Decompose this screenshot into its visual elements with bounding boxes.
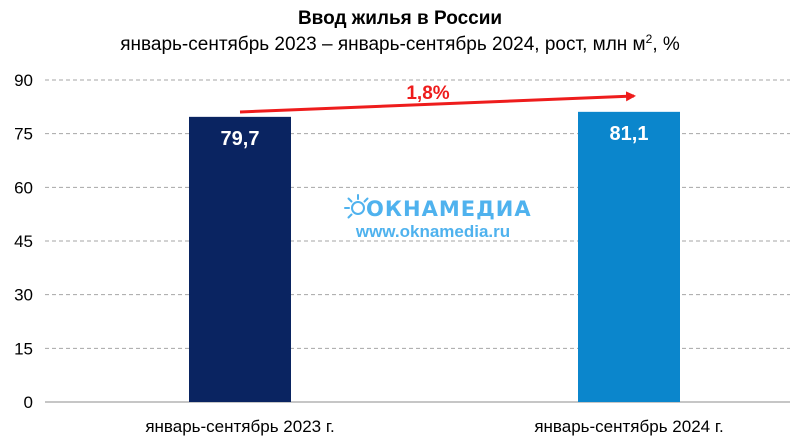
y-tick-label: 75 [14, 125, 33, 144]
x-tick-label: январь-сентябрь 2024 г. [534, 417, 723, 436]
subtitle-superscript: 2 [645, 32, 653, 46]
y-tick-label: 90 [14, 71, 33, 90]
x-axis-labels: январь-сентябрь 2023 г. январь-сентябрь 2… [145, 417, 723, 436]
bar-value-label: 81,1 [610, 123, 649, 145]
x-tick-label: январь-сентябрь 2023 г. [145, 417, 334, 436]
growth-label: 1,8% [406, 83, 449, 104]
bar [189, 116, 291, 403]
growth-annotation: 1,8% [239, 83, 636, 114]
bars: 79,7 81,1 [189, 111, 680, 403]
y-tick-label: 0 [24, 393, 33, 412]
chart-title: Ввод жилья в России [297, 8, 503, 29]
bar [578, 111, 680, 402]
y-tick-label: 60 [14, 178, 33, 197]
subtitle-tail: , % [652, 34, 680, 55]
subtitle-text: январь-сентябрь 2023 – январь-сентябрь 2… [120, 34, 646, 55]
sun-logo-icon [344, 194, 369, 219]
y-tick-label: 45 [14, 232, 33, 251]
chart-subtitle: январь-сентябрь 2023 – январь-сентябрь 2… [0, 32, 800, 56]
watermark: ОКНАМЕДИА www.oknamedia.ru [344, 194, 532, 241]
bar-value-label: 79,7 [221, 128, 260, 150]
watermark-brand: ОКНАМЕДИА [366, 197, 532, 221]
watermark-url: www.oknamedia.ru [355, 222, 510, 241]
y-tick-label: 15 [14, 339, 33, 358]
y-axis-ticks: 0 15 30 45 60 75 90 [14, 71, 33, 412]
growth-arrow [239, 91, 636, 114]
y-tick-label: 30 [14, 286, 33, 305]
